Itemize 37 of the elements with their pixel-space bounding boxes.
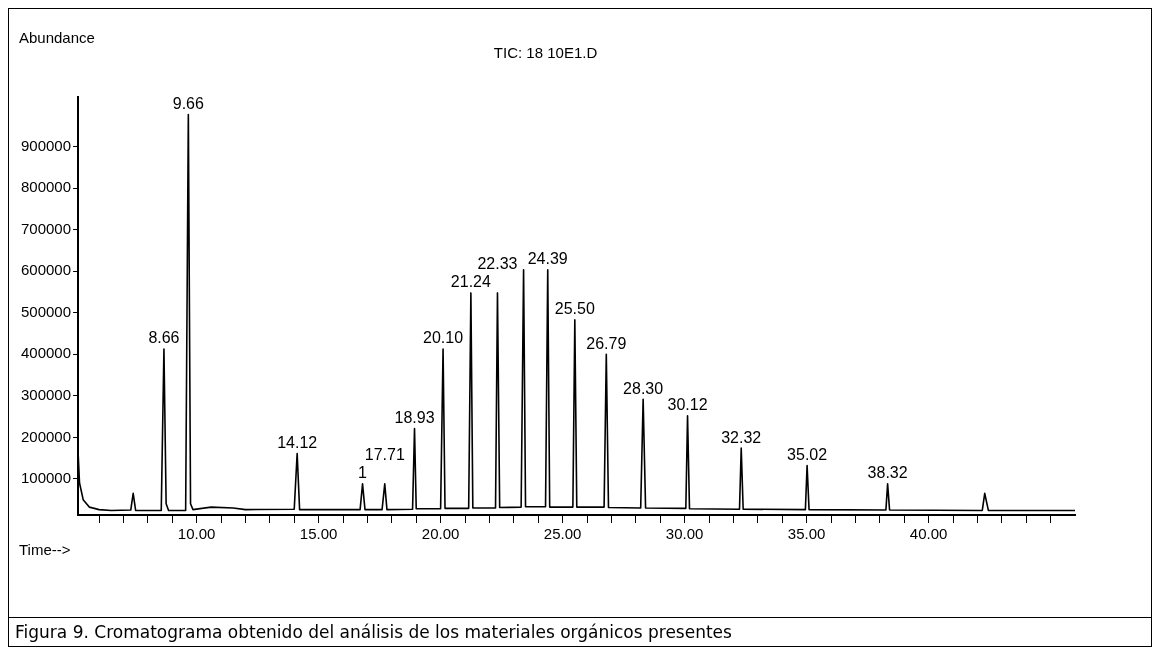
- annotation: 38.32: [867, 464, 908, 482]
- annotation: 28.30: [623, 379, 664, 397]
- annotation: 1: [358, 464, 368, 482]
- x-tick-label: 20.00: [421, 525, 460, 543]
- x-tick-label: 10.00: [177, 525, 216, 543]
- x-tick-label: 35.00: [787, 525, 826, 543]
- y-tick-label: 200000: [20, 427, 72, 445]
- annotation: 14.12: [277, 433, 318, 451]
- y-tick-label: 300000: [20, 386, 72, 404]
- y-tick-label: 800000: [20, 178, 72, 196]
- annotation: 32.32: [721, 428, 762, 446]
- y-tick-label: 700000: [20, 219, 72, 237]
- annotation: 24.39: [527, 250, 568, 268]
- x-tick-label: 15.00: [299, 525, 338, 543]
- annotation: 22.33: [477, 255, 518, 273]
- x-tick-label: 40.00: [909, 525, 948, 543]
- y-tick-label: 100000: [20, 469, 72, 487]
- text: Figura 9. Cromatograma obtenido del análisis de los materiales orgánicos presentes: [8, 618, 1152, 647]
- y-tick-label: 900000: [20, 136, 72, 154]
- annotation: 25.50: [554, 300, 595, 318]
- x-tick-label: 30.00: [665, 525, 704, 543]
- annotation: 18.93: [394, 409, 435, 427]
- annotation: 17.71: [364, 446, 405, 464]
- y-axis-title: Abundance: [19, 28, 95, 46]
- annotation: 20.10: [423, 329, 464, 347]
- annotation: 30.12: [667, 396, 708, 414]
- annotation: 35.02: [787, 446, 828, 464]
- annotation: 8.66: [148, 329, 180, 347]
- chart-title: TIC: 18 10E1.D: [493, 43, 598, 61]
- x-axis-title: Time-->: [19, 541, 71, 559]
- y-tick-label: 600000: [20, 261, 72, 279]
- y-tick-label: 500000: [20, 302, 72, 320]
- annotation: 9.66: [172, 94, 205, 112]
- annotation: 21.24: [450, 273, 491, 291]
- x-tick-label: 25.00: [543, 525, 582, 543]
- y-tick-label: 400000: [20, 344, 72, 362]
- annotation: 26.79: [586, 334, 627, 352]
